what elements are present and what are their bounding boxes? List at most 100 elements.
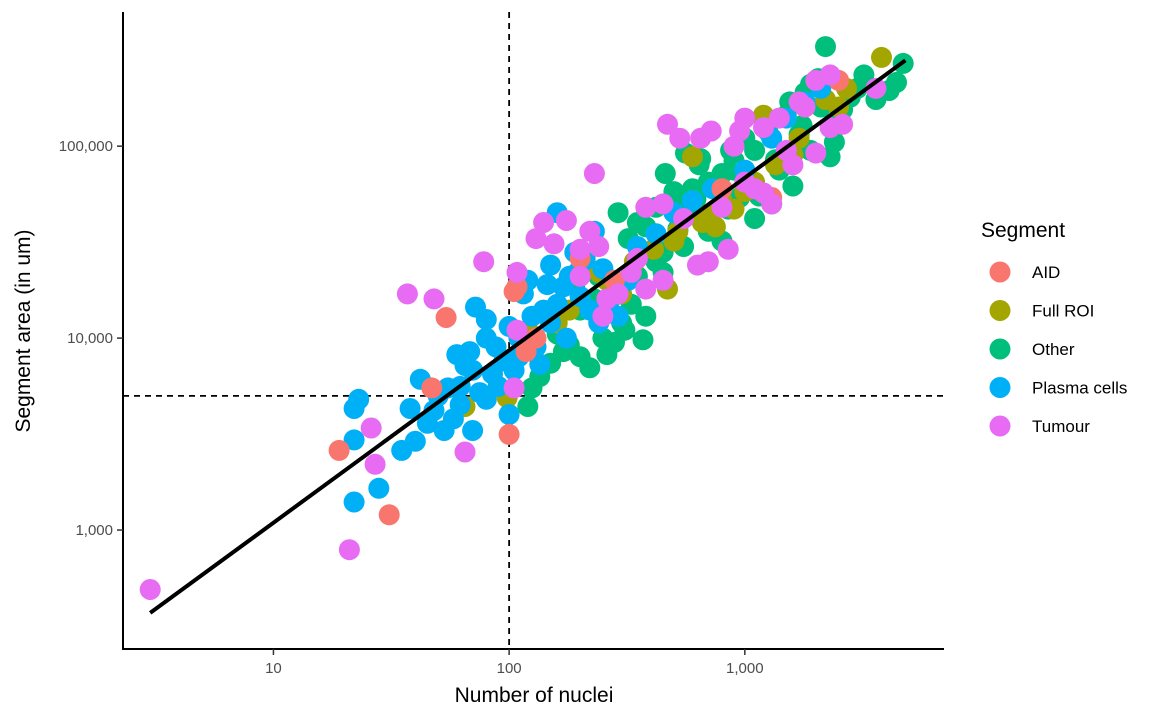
point-aid [328, 439, 350, 461]
point-plasma-cells [423, 399, 445, 421]
point-tumour [635, 196, 657, 218]
point-other [815, 36, 836, 58]
data-points [139, 36, 914, 600]
point-tumour [711, 196, 733, 218]
legend-item-tumour: Tumour [989, 415, 1090, 437]
legend-label: AID [1032, 263, 1060, 282]
point-tumour [503, 377, 525, 399]
point-aid [711, 178, 733, 200]
point-tumour [657, 113, 678, 135]
point-tumour [805, 142, 827, 164]
point-tumour [423, 288, 445, 310]
legend-label: Other [1032, 340, 1075, 359]
point-plasma-cells [607, 305, 629, 327]
point-aid [421, 377, 443, 399]
point-other [635, 305, 657, 327]
point-full-roi [704, 216, 726, 238]
legend-swatch [989, 261, 1011, 283]
point-aid [506, 276, 528, 298]
point-tumour [734, 107, 756, 129]
point-tumour [607, 283, 629, 305]
point-other [517, 396, 539, 417]
legend-label: Full ROI [1032, 302, 1094, 321]
point-plasma-cells [449, 394, 471, 416]
series-aid [328, 69, 850, 526]
point-tumour [669, 127, 691, 149]
legend-swatch [989, 338, 1011, 360]
legend-title: Segment [981, 219, 1065, 242]
point-tumour [533, 212, 555, 233]
point-plasma-cells [529, 353, 551, 375]
ticks: 10 100 1,000 1,000 10,000 100,000 [59, 138, 764, 677]
point-tumour [569, 265, 591, 287]
point-tumour [506, 261, 528, 283]
point-other [886, 71, 907, 93]
point-plasma-cells [462, 420, 484, 441]
point-tumour [782, 154, 804, 176]
point-plasma-cells [391, 439, 413, 461]
point-other [521, 377, 543, 399]
point-other [744, 139, 766, 161]
point-plasma-cells [555, 327, 577, 349]
point-tumour [364, 453, 386, 475]
y-tick-label: 1,000 [75, 522, 113, 539]
point-plasma-cells [498, 404, 520, 425]
x-tick-label: 1,000 [726, 660, 764, 677]
point-aid [498, 423, 520, 445]
legend-item-full-roi: Full ROI [989, 300, 1094, 321]
point-tumour [583, 163, 605, 184]
point-tumour [753, 182, 774, 204]
point-tumour [592, 305, 614, 327]
series-tumour [139, 64, 887, 600]
point-other [596, 344, 618, 366]
point-tumour [555, 210, 577, 231]
point-other [782, 175, 804, 197]
point-other [607, 202, 629, 224]
point-plasma-cells [343, 491, 365, 513]
point-tumour [569, 238, 591, 260]
point-tumour [673, 208, 695, 229]
point-aid [378, 504, 400, 526]
x-tick-label: 100 [497, 660, 522, 677]
point-tumour [734, 171, 756, 193]
point-plasma-cells [465, 296, 486, 318]
point-tumour [579, 220, 601, 242]
point-plasma-cells [343, 429, 365, 451]
legend-label: Tumour [1032, 417, 1090, 436]
legend-swatch [989, 377, 1011, 398]
point-tumour [819, 64, 841, 86]
point-tumour [794, 96, 816, 118]
x-axis-title: Number of nuclei [455, 684, 614, 707]
point-tumour [396, 283, 418, 305]
point-tumour [832, 113, 854, 135]
point-full-roi [643, 238, 665, 260]
legend-item-other: Other [989, 338, 1075, 360]
point-tumour [454, 441, 476, 463]
y-axis-title: Segment area (in um) [12, 229, 35, 432]
point-plasma-cells [521, 305, 543, 327]
point-tumour [652, 269, 674, 291]
point-tumour [635, 278, 657, 300]
legend-item-aid: AID [989, 261, 1060, 283]
point-plasma-cells [682, 190, 703, 212]
point-tumour [139, 579, 161, 600]
point-plasma-cells [348, 388, 370, 410]
point-other [632, 329, 654, 351]
point-tumour [543, 233, 565, 255]
point-plasma-cells [536, 274, 558, 296]
point-plasma-cells [399, 398, 421, 419]
point-tumour [588, 236, 610, 257]
axes [122, 12, 944, 650]
legend-label: Plasma cells [1032, 379, 1127, 398]
point-tumour [525, 228, 547, 250]
point-tumour [717, 238, 739, 260]
point-plasma-cells [469, 382, 491, 404]
legend-item-plasma-cells: Plasma cells [989, 377, 1127, 398]
point-plasma-cells [368, 477, 390, 499]
x-tick-label: 10 [265, 660, 282, 677]
trend-line-path [149, 58, 907, 615]
point-tumour [652, 193, 674, 215]
legend-swatch [989, 415, 1011, 437]
